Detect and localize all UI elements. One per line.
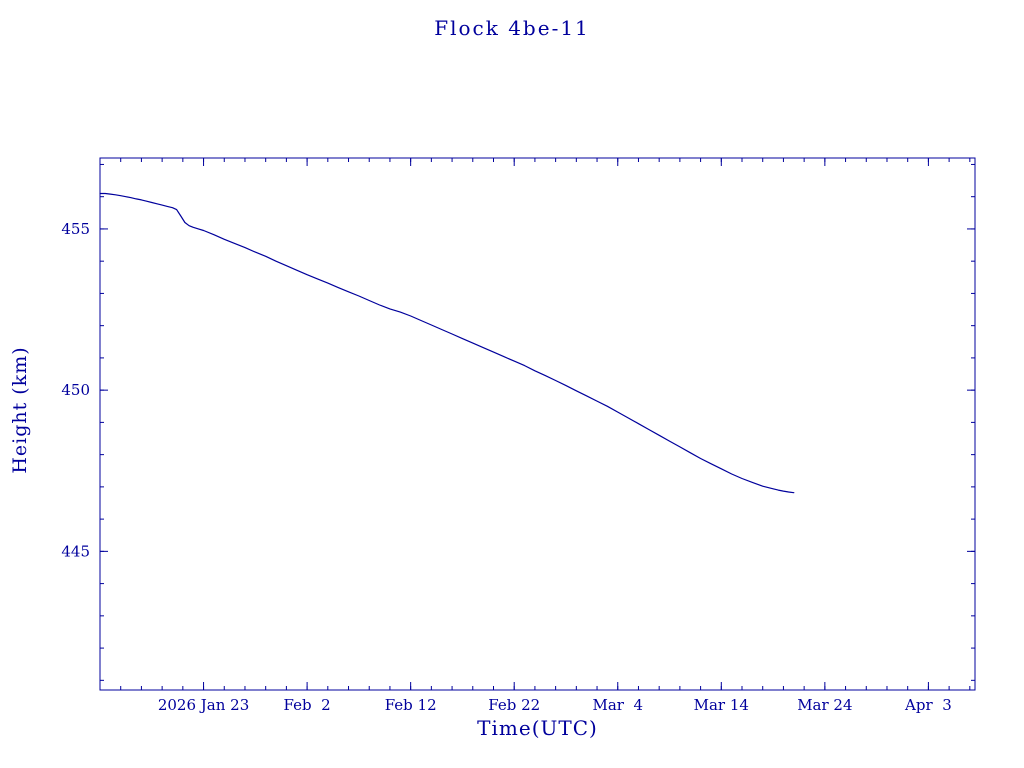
x-tick-label: Mar 24: [797, 696, 852, 714]
y-tick-label: 455: [61, 220, 90, 238]
x-tick-label: Mar 4: [592, 696, 643, 714]
x-tick-label: Mar 14: [694, 696, 749, 714]
x-tick-label: Feb 2: [284, 696, 331, 714]
x-tick-label: Apr 3: [904, 696, 952, 714]
x-tick-label: 2026 Jan 23: [158, 696, 249, 714]
x-tick-label: Feb 12: [385, 696, 437, 714]
height-decay-line: [99, 192, 795, 494]
plot-frame: [99, 157, 976, 691]
chart-title: Flock 4be-11: [434, 16, 590, 40]
x-axis-label: Time(UTC): [477, 716, 598, 740]
y-tick-label: 450: [61, 381, 90, 399]
x-tick-label: Feb 22: [488, 696, 540, 714]
y-tick-label: 445: [61, 542, 90, 560]
